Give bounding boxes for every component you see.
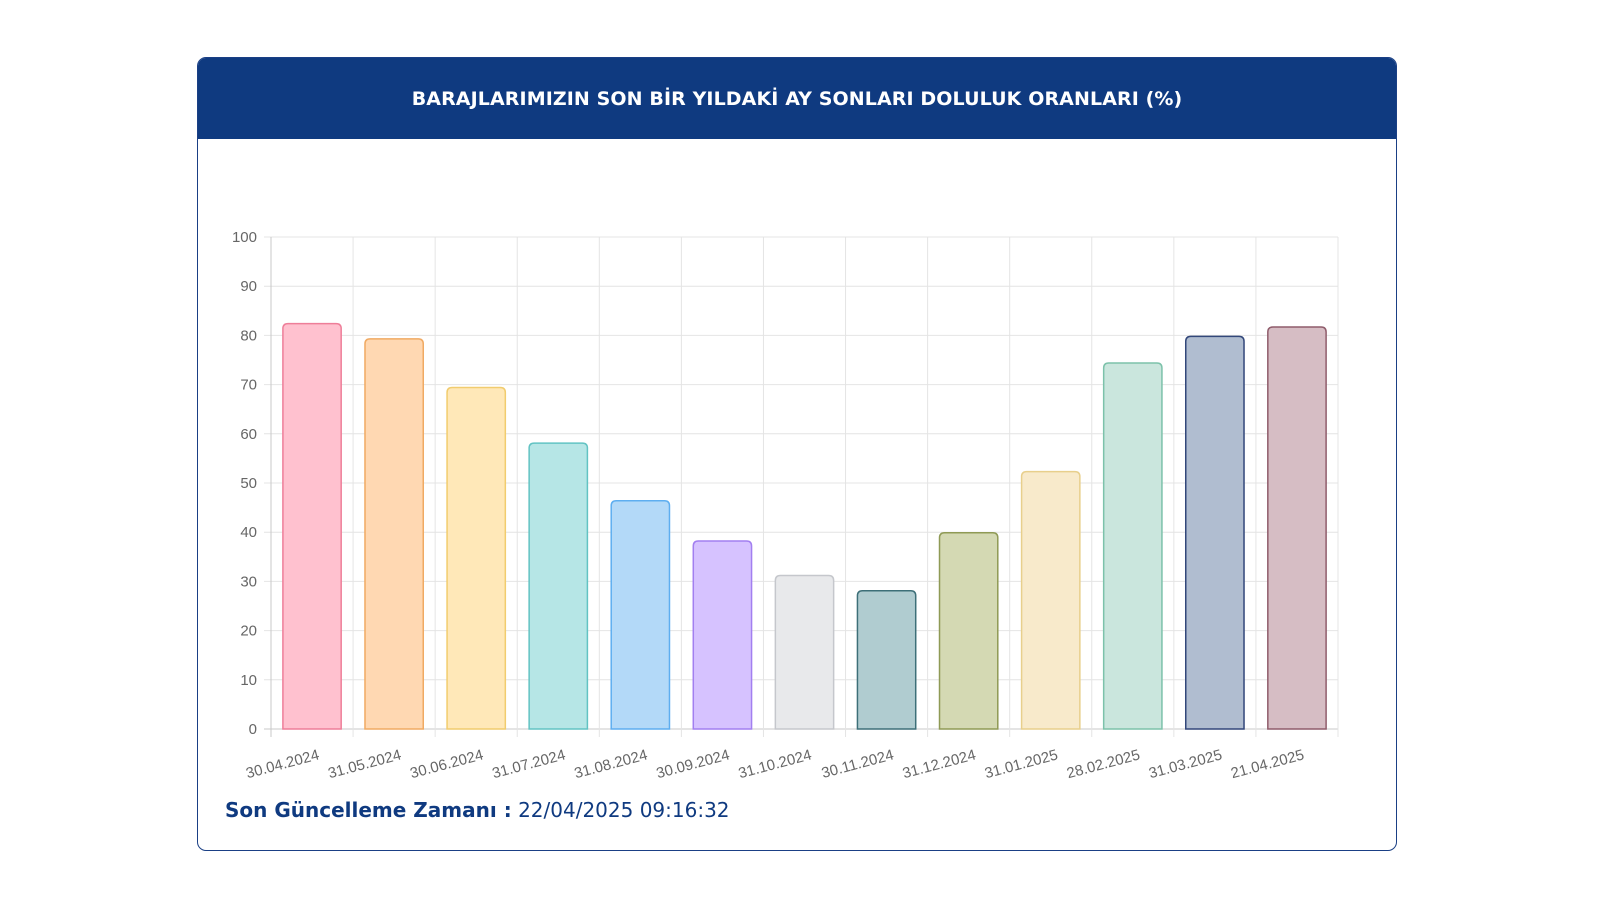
bar-31.12.2024[interactable] [938,531,999,730]
x-tick-label: 30.11.2024 [820,746,896,782]
y-axis-labels: 0 10 20 30 40 50 60 70 80 90 100 [232,229,257,738]
bar-21.04.2025[interactable] [1267,326,1327,730]
last-update-label: Son Güncelleme Zamanı : [225,798,512,822]
y-tick-label: 40 [240,524,257,541]
y-tick-label: 60 [240,426,257,443]
chart-grid [264,236,1339,737]
bar-31.03.2025[interactable] [1184,335,1245,730]
x-tick-label: 30.04.2024 [244,746,321,782]
x-tick-label: 28.02.2025 [1065,746,1142,782]
y-tick-label: 70 [240,377,257,394]
y-tick-label: 50 [240,475,257,492]
y-tick-label: 10 [240,672,257,689]
bar-31.07.2024[interactable] [528,442,589,730]
x-tick-label: 31.10.2024 [737,746,814,782]
bar-31.05.2024[interactable] [364,338,425,730]
chart-bars [282,322,1327,730]
x-tick-label: 31.07.2024 [490,746,567,782]
x-axis-labels: 30.04.2024 31.05.2024 30.06.2024 31.07.2024… [244,746,1306,782]
x-tick-label: 31.03.2025 [1147,746,1224,782]
bar-30.06.2024[interactable] [446,386,507,730]
bar-30.04.2024[interactable] [282,322,342,730]
bar-31.10.2024[interactable] [774,574,835,730]
x-tick-label: 30.06.2024 [408,746,485,782]
bar-30.11.2024[interactable] [856,589,917,730]
bar-31.01.2025[interactable] [1020,470,1081,730]
bar-chart: 0 10 20 30 40 50 60 70 80 90 100 30.04.2024 31.05.2… [232,229,1339,782]
last-update: Son Güncelleme Zamanı : 22/04/2025 09:16… [225,798,730,822]
y-tick-label: 100 [232,229,257,246]
x-tick-label: 21.04.2025 [1229,746,1306,782]
chart-title: BARAJLARIMIZIN SON BİR YILDAKİ AY SONLAR… [198,58,1396,139]
x-tick-label: 31.01.2025 [983,746,1060,782]
y-tick-label: 0 [249,721,257,738]
bar-31.08.2024[interactable] [610,499,671,730]
x-tick-label: 31.05.2024 [326,746,403,782]
x-tick-label: 30.09.2024 [655,746,732,782]
y-tick-label: 80 [240,327,257,344]
bar-28.02.2025[interactable] [1102,362,1163,730]
dam-occupancy-card: BARAJLARIMIZIN SON BİR YILDAKİ AY SONLAR… [197,57,1397,851]
last-update-value: 22/04/2025 09:16:32 [518,798,730,822]
bar-30.09.2024[interactable] [692,540,753,730]
y-tick-label: 30 [240,573,257,590]
x-tick-label: 31.12.2024 [901,746,978,782]
y-tick-label: 90 [240,278,257,295]
x-tick-label: 31.08.2024 [572,746,649,782]
y-tick-label: 20 [240,623,257,640]
